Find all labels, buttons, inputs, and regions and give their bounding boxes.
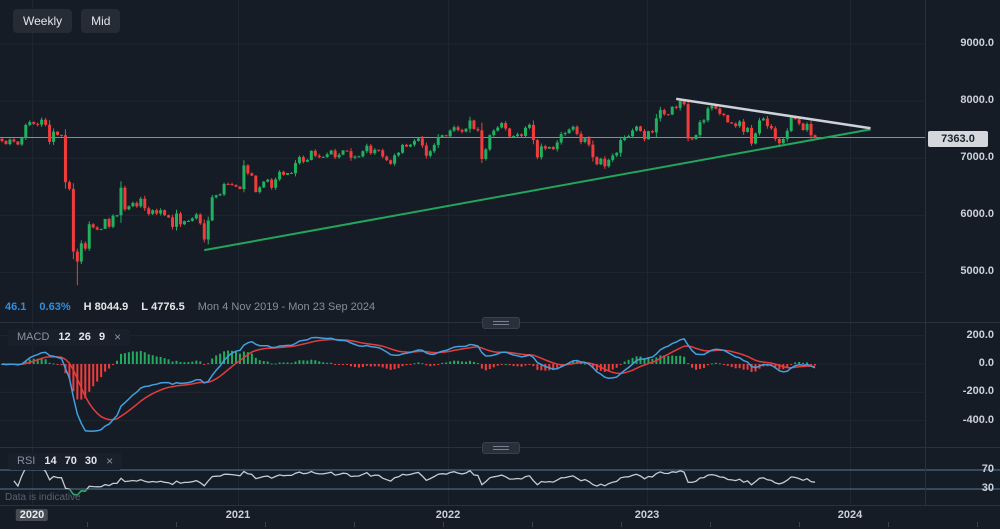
macd-legend: MACD 12 26 9 × <box>8 329 131 346</box>
macd-line <box>1 336 816 432</box>
macd-tick-label: -200.0 <box>962 385 994 398</box>
price-tick-label: 8000.0 <box>960 94 994 107</box>
rsi-tick-label: 70 <box>981 463 994 475</box>
rsi-legend: RSI 14 70 30 × <box>8 453 123 470</box>
year-label: 2020 <box>15 509 49 521</box>
minor-tick <box>265 522 266 527</box>
pane-resize-handle[interactable] <box>482 317 520 329</box>
macd-pane[interactable] <box>1 336 816 432</box>
macd-close-icon[interactable]: × <box>114 329 122 344</box>
change-percent: 0.63% <box>39 301 71 313</box>
macd-params: 12 26 9 <box>58 331 106 343</box>
low-value: L 4776.5 <box>141 301 185 313</box>
grip-icon <box>493 445 509 451</box>
date-range: Mon 4 Nov 2019 - Mon 23 Sep 2024 <box>197 301 376 313</box>
grid-lines <box>0 0 925 505</box>
minor-tick <box>532 522 533 527</box>
year-label: 2024 <box>837 509 863 521</box>
macd-tick-label: 0.0 <box>978 357 994 369</box>
year-label: 2021 <box>225 509 251 521</box>
resistance-trendline[interactable] <box>676 97 871 130</box>
high-value: H 8044.9 <box>83 301 129 313</box>
macd-tick-label: -400.0 <box>962 413 994 426</box>
rsi-params: 14 70 30 <box>44 455 98 467</box>
data-indicative-note: Data is indicative <box>5 492 81 503</box>
macd-tick-label: 200.0 <box>966 328 994 341</box>
year-label: 2023 <box>634 509 660 521</box>
last-price-badge: 7363.0 <box>928 131 988 147</box>
change-value: 46.1 <box>5 301 27 313</box>
grip-icon <box>493 320 509 326</box>
time-axis-separator <box>0 505 1000 506</box>
pane-resize-handle[interactable] <box>482 442 520 454</box>
minor-tick <box>354 522 355 527</box>
price-axis-separator <box>925 0 926 505</box>
support-trendline[interactable] <box>204 128 871 252</box>
mid-button[interactable]: Mid <box>81 9 121 33</box>
minor-tick <box>710 522 711 527</box>
rsi-pane[interactable] <box>0 469 1000 490</box>
price-legend: 46.1 0.63% H 8044.9 L 4776.5 Mon 4 Nov 2… <box>5 301 375 313</box>
price-tick-label: 9000.0 <box>960 37 994 50</box>
minor-tick <box>87 522 88 527</box>
interval-button[interactable]: Weekly <box>13 9 73 33</box>
minor-tick <box>621 522 622 527</box>
minor-tick <box>977 522 978 527</box>
rsi-title: RSI <box>17 455 36 467</box>
year-label: 2022 <box>435 509 461 521</box>
minor-tick <box>443 522 444 527</box>
price-tick-label: 5000.0 <box>960 265 994 278</box>
price-tick-label: 6000.0 <box>960 208 994 221</box>
rsi-line <box>13 466 816 496</box>
minor-tick <box>888 522 889 527</box>
rsi-line-group <box>13 466 816 496</box>
price-pane[interactable] <box>0 97 925 286</box>
minor-tick <box>799 522 800 527</box>
minor-tick <box>176 522 177 527</box>
rsi-tick-label: 30 <box>981 482 994 494</box>
macd-title: MACD <box>17 331 50 343</box>
rsi-close-icon[interactable]: × <box>106 453 114 468</box>
chart-toolbar: Weekly Mid <box>13 9 121 33</box>
price-tick-label: 7000.0 <box>960 151 994 164</box>
